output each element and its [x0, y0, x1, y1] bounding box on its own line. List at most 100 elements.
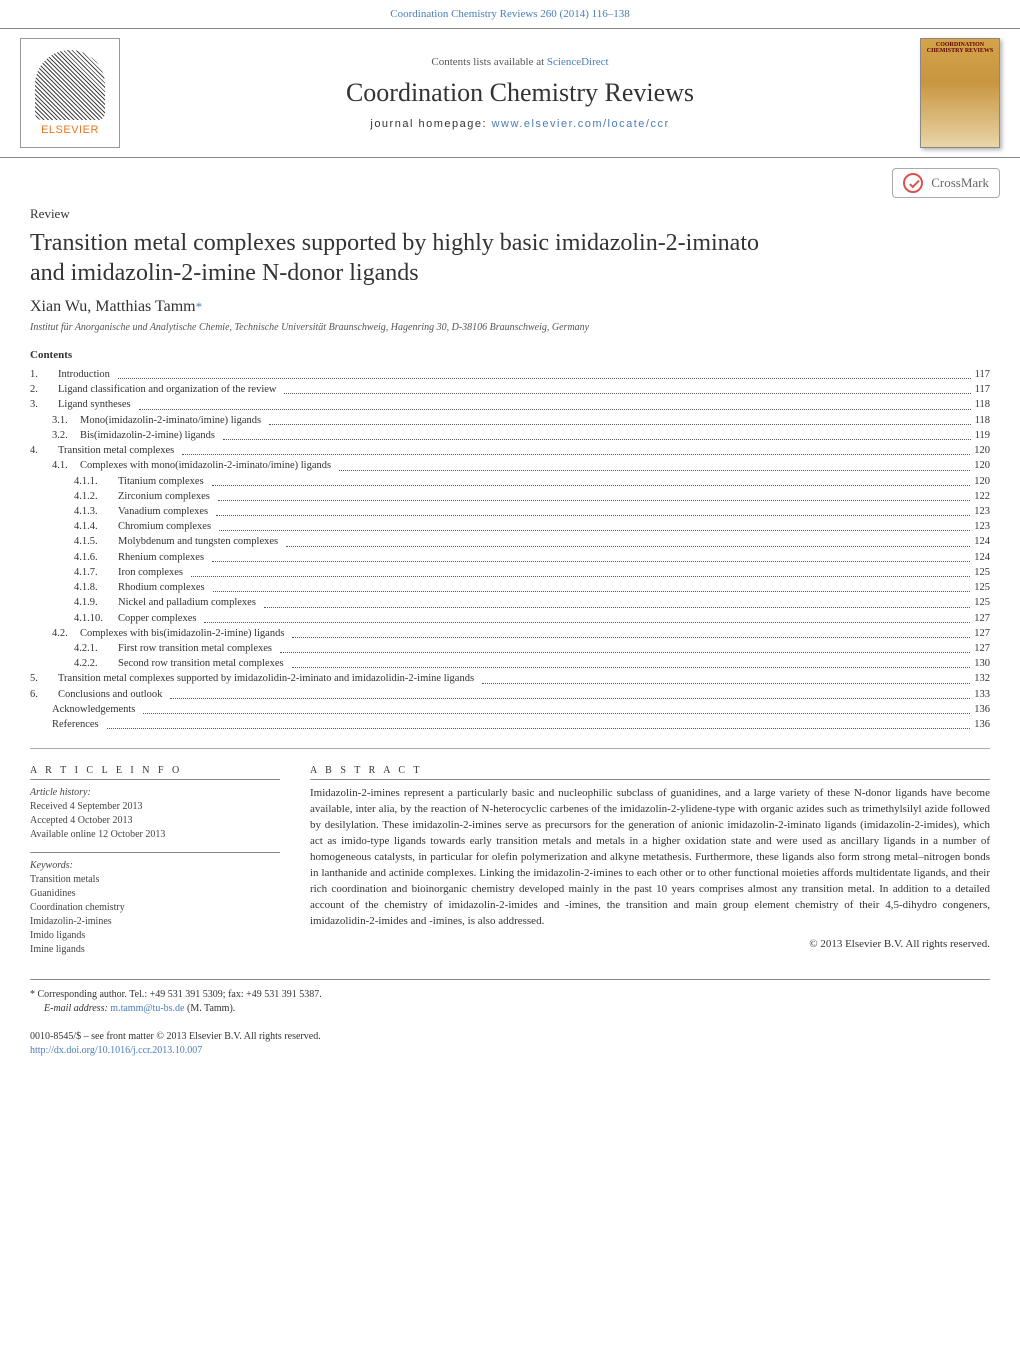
toc-row[interactable]: Acknowledgements 136	[30, 702, 990, 717]
toc-label: Molybdenum and tungsten complexes	[118, 534, 278, 549]
toc-label: Transition metal complexes	[58, 443, 174, 458]
issn-line: 0010-8545/$ – see front matter © 2013 El…	[30, 1030, 990, 1044]
toc-number: 4.1.5.	[74, 534, 118, 549]
toc-number: 4.1.10.	[74, 611, 118, 626]
toc-dots	[218, 489, 970, 501]
cover-thumb-title: COORDINATION CHEMISTRY REVIEWS	[921, 39, 999, 57]
toc-row[interactable]: 4.1.1.Titanium complexes120	[30, 474, 990, 489]
toc-row[interactable]: 4.1.6.Rhenium complexes124	[30, 550, 990, 565]
toc-dots	[182, 443, 970, 455]
history-online: Available online 12 October 2013	[30, 828, 280, 842]
toc-row[interactable]: 4.1.4.Chromium complexes123	[30, 519, 990, 534]
toc-label: Ligand classification and organization o…	[58, 382, 276, 397]
citation-link[interactable]: Coordination Chemistry Reviews 260 (2014…	[390, 8, 629, 20]
toc-dots	[212, 474, 971, 486]
toc-number: 4.1.8.	[74, 580, 118, 595]
toc-row[interactable]: 4.1.8.Rhodium complexes125	[30, 580, 990, 595]
toc-label: Mono(imidazolin-2-iminato/imine) ligands	[80, 413, 261, 428]
toc-row[interactable]: 2.Ligand classification and organization…	[30, 382, 990, 397]
toc-row[interactable]: 4.1.7.Iron complexes125	[30, 565, 990, 580]
toc-page: 120	[974, 458, 990, 473]
toc-label: Nickel and palladium complexes	[118, 595, 256, 610]
sciencedirect-link[interactable]: ScienceDirect	[547, 56, 609, 68]
toc-label: Bis(imidazolin-2-imine) ligands	[80, 428, 215, 443]
toc-row[interactable]: 5.Transition metal complexes supported b…	[30, 671, 990, 686]
keyword-item: Coordination chemistry	[30, 901, 280, 915]
cover-thumbnail: COORDINATION CHEMISTRY REVIEWS	[920, 38, 1000, 148]
toc-page: 118	[975, 397, 990, 412]
toc-dots	[286, 534, 970, 546]
toc-label: Transition metal complexes supported by …	[58, 671, 474, 686]
toc-dots	[107, 717, 971, 729]
toc-row[interactable]: 4.2.Complexes with bis(imidazolin-2-imin…	[30, 626, 990, 641]
toc-number: 4.1.3.	[74, 504, 118, 519]
toc-dots	[223, 428, 971, 440]
toc-dots	[269, 413, 971, 425]
journal-header: ELSEVIER Contents lists available at Sci…	[0, 28, 1020, 158]
toc-page: 119	[975, 428, 990, 443]
keyword-item: Imidazolin-2-imines	[30, 915, 280, 929]
toc-label: Acknowledgements	[52, 702, 135, 717]
toc-row[interactable]: 4.1.5.Molybdenum and tungsten complexes1…	[30, 534, 990, 549]
authors-names: Xian Wu, Matthias Tamm	[30, 298, 196, 315]
toc-page: 136	[974, 717, 990, 732]
toc-label: References	[52, 717, 99, 732]
toc-row[interactable]: 3.2.Bis(imidazolin-2-imine) ligands 119	[30, 428, 990, 443]
toc-row[interactable]: References 136	[30, 717, 990, 732]
toc-row[interactable]: 1.Introduction117	[30, 367, 990, 382]
toc-row[interactable]: 4.2.1.First row transition metal complex…	[30, 641, 990, 656]
abstract-heading: A B S T R A C T	[310, 765, 990, 780]
article-title: Transition metal complexes supported by …	[30, 228, 790, 288]
toc-number: 3.1.	[52, 413, 80, 428]
toc-dots	[264, 595, 970, 607]
toc-label: Iron complexes	[118, 565, 183, 580]
toc-row[interactable]: 4.1.Complexes with mono(imidazolin-2-imi…	[30, 458, 990, 473]
copyright: © 2013 Elsevier B.V. All rights reserved…	[310, 938, 990, 950]
toc-dots	[216, 504, 970, 516]
doi-link[interactable]: http://dx.doi.org/10.1016/j.ccr.2013.10.…	[30, 1045, 202, 1056]
toc-page: 123	[974, 519, 990, 534]
toc-number: 4.2.2.	[74, 656, 118, 671]
article-type-label: Review	[30, 206, 990, 222]
toc-page: 118	[975, 413, 990, 428]
toc-number: 6.	[30, 687, 58, 702]
keyword-item: Imido ligands	[30, 929, 280, 943]
toc-number: 4.	[30, 443, 58, 458]
article-history: Article history: Received 4 September 20…	[30, 786, 280, 842]
toc-dots	[292, 626, 970, 638]
keyword-item: Guanidines	[30, 887, 280, 901]
corresponding-author-note: * Corresponding author. Tel.: +49 531 39…	[30, 988, 990, 1002]
toc-row[interactable]: 4.Transition metal complexes120	[30, 443, 990, 458]
crossmark-badge[interactable]: CrossMark	[892, 168, 1000, 198]
toc-page: 136	[974, 702, 990, 717]
toc-row[interactable]: 3.1.Mono(imidazolin-2-iminato/imine) lig…	[30, 413, 990, 428]
toc-row[interactable]: 4.1.10.Copper complexes127	[30, 611, 990, 626]
toc-row[interactable]: 6.Conclusions and outlook133	[30, 687, 990, 702]
abstract-column: A B S T R A C T Imidazolin-2-imines repr…	[310, 765, 990, 957]
table-of-contents: 1.Introduction1172.Ligand classification…	[30, 367, 990, 732]
toc-number: 2.	[30, 382, 58, 397]
toc-label: First row transition metal complexes	[118, 641, 272, 656]
crossmark-check-icon	[903, 173, 923, 193]
authors: Xian Wu, Matthias Tamm*	[30, 298, 990, 316]
toc-label: Introduction	[58, 367, 110, 382]
toc-number: 4.2.1.	[74, 641, 118, 656]
toc-dots	[280, 641, 970, 653]
contents-prefix: Contents lists available at	[431, 56, 546, 68]
journal-title: Coordination Chemistry Reviews	[120, 78, 920, 108]
toc-number: 3.2.	[52, 428, 80, 443]
toc-row[interactable]: 4.1.2.Zirconium complexes122	[30, 489, 990, 504]
toc-label: Second row transition metal complexes	[118, 656, 284, 671]
toc-row[interactable]: 3.Ligand syntheses118	[30, 397, 990, 412]
email-link[interactable]: m.tamm@tu-bs.de	[110, 1003, 184, 1014]
toc-row[interactable]: 4.1.9.Nickel and palladium complexes125	[30, 595, 990, 610]
homepage-link[interactable]: www.elsevier.com/locate/ccr	[492, 118, 670, 130]
toc-page: 124	[974, 550, 990, 565]
footer-divider	[30, 979, 990, 980]
toc-label: Zirconium complexes	[118, 489, 210, 504]
toc-page: 122	[974, 489, 990, 504]
toc-row[interactable]: 4.1.3.Vanadium complexes123	[30, 504, 990, 519]
toc-dots	[482, 671, 970, 683]
article-info-column: A R T I C L E I N F O Article history: R…	[30, 765, 280, 957]
toc-row[interactable]: 4.2.2.Second row transition metal comple…	[30, 656, 990, 671]
